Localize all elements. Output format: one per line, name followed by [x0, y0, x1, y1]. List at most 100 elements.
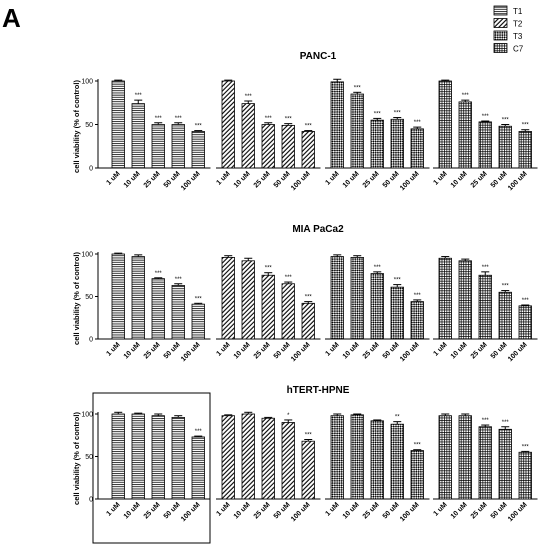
y-tick-label: 50 — [85, 454, 93, 461]
significance-label: *** — [394, 111, 402, 117]
x-tick-label: 100 uM — [507, 501, 529, 523]
significance-label: *** — [175, 116, 183, 122]
significance-label: *** — [305, 433, 313, 439]
x-tick-label: 50 uM — [163, 501, 182, 520]
bar-t1-4 — [191, 131, 205, 169]
significance-label: *** — [305, 295, 313, 301]
bar-c7-3 — [498, 428, 512, 500]
x-tick-label: 25 uM — [253, 341, 272, 360]
chart-panels: PANC-1 cell viability (% of control) 0 50 10… — [72, 51, 538, 523]
bar-c7-1 — [458, 260, 472, 340]
bar-t1-3 — [171, 285, 185, 340]
x-tick-label: 100 uM — [290, 170, 312, 192]
x-tick-label: 1 uM — [105, 341, 121, 357]
x-tick-label: 50 uM — [490, 170, 509, 189]
x-tick-label: 10 uM — [123, 501, 142, 520]
significance-label: *** — [265, 116, 273, 122]
x-tick-label: 25 uM — [362, 501, 381, 520]
x-tick-label: 10 uM — [342, 170, 361, 189]
x-tick-label: 50 uM — [163, 170, 182, 189]
bar-t1-3 — [171, 124, 185, 169]
legend-label-t1: T1 — [513, 7, 523, 16]
bar-t1-2 — [151, 124, 165, 169]
bar-t2-1 — [241, 413, 255, 500]
bar-t3-4 — [410, 301, 424, 340]
bar-t1-4 — [191, 303, 205, 340]
significance-label: *** — [394, 278, 402, 284]
x-tick-label: 50 uM — [273, 501, 292, 520]
chart-panel-htert-hpne: hTERT-HPNE cell viability (% of control) 0… — [72, 385, 538, 523]
x-tick-label: 25 uM — [470, 501, 489, 520]
x-tick-label: 50 uM — [382, 501, 401, 520]
x-tick-label: 100 uM — [180, 341, 202, 363]
bar-t3-3 — [390, 118, 404, 169]
bar-t3-4 — [410, 128, 424, 169]
legend-label-c7: C7 — [513, 45, 524, 54]
x-tick-label: 10 uM — [450, 170, 469, 189]
y-tick-label: 0 — [89, 166, 93, 173]
chart-title: hTERT-HPNE — [287, 385, 350, 396]
x-tick-label: 100 uM — [290, 341, 312, 363]
significance-label: *** — [285, 275, 293, 281]
bar-t1-3 — [171, 416, 185, 500]
bar-t2-4 — [301, 302, 315, 340]
x-tick-label: 1 uM — [324, 501, 340, 517]
significance-label: *** — [522, 444, 530, 450]
bar-t2-1 — [241, 260, 255, 340]
legend-swatch-c7 — [493, 43, 508, 53]
x-tick-label: 10 uM — [123, 341, 142, 360]
bar-c7-3 — [498, 291, 512, 340]
x-tick-label: 25 uM — [143, 341, 162, 360]
significance-label: *** — [175, 277, 183, 283]
bar-c7-1 — [458, 415, 472, 500]
x-tick-label: 25 uM — [143, 170, 162, 189]
bar-t1-1 — [131, 413, 145, 500]
bar-t1-1 — [131, 103, 145, 169]
bar-t1-2 — [151, 278, 165, 340]
significance-label: * — [287, 413, 290, 419]
y-tick-label: 100 — [81, 79, 93, 86]
x-tick-label: 1 uM — [432, 341, 448, 357]
bar-t3-4 — [410, 450, 424, 500]
legend-label-t3: T3 — [513, 32, 523, 41]
x-tick-label: 10 uM — [233, 501, 252, 520]
y-axis-label: cell viability (% of control) — [72, 80, 81, 173]
bar-t2-0 — [221, 256, 235, 340]
bar-t3-2 — [370, 119, 384, 169]
bar-t2-4 — [301, 131, 315, 169]
bar-c7-4 — [518, 451, 532, 500]
x-tick-label: 10 uM — [450, 341, 469, 360]
legend-swatch-t1 — [493, 5, 508, 16]
x-tick-label: 1 uM — [432, 170, 448, 186]
x-tick-label: 100 uM — [507, 341, 529, 363]
legend-swatch-t3 — [493, 30, 508, 41]
bar-t1-2 — [151, 415, 165, 500]
bar-t3-2 — [370, 420, 384, 500]
bar-c7-4 — [518, 131, 532, 169]
bar-t3-2 — [370, 273, 384, 340]
x-tick-label: 10 uM — [233, 341, 252, 360]
significance-label: *** — [305, 124, 313, 130]
x-tick-label: 100 uM — [180, 170, 202, 192]
significance-label: *** — [155, 271, 163, 277]
chart-title: PANC-1 — [300, 51, 337, 62]
panel-letter: A — [2, 3, 21, 33]
legend-label-t2: T2 — [513, 20, 523, 29]
bar-c7-3 — [498, 125, 512, 169]
significance-label: *** — [155, 116, 163, 122]
y-tick-label: 0 — [89, 337, 93, 344]
bar-t2-3 — [281, 124, 295, 169]
bar-t3-0 — [330, 256, 344, 340]
significance-label: *** — [482, 265, 490, 271]
bar-c7-2 — [478, 426, 492, 500]
bar-c7-4 — [518, 305, 532, 340]
significance-label: *** — [502, 118, 510, 124]
bar-t2-2 — [261, 417, 275, 500]
bar-t3-1 — [350, 256, 364, 340]
x-tick-label: 10 uM — [342, 501, 361, 520]
x-tick-label: 1 uM — [105, 501, 121, 517]
chart-title: MIA PaCa2 — [292, 224, 344, 235]
y-tick-label: 100 — [81, 252, 93, 259]
significance-label: *** — [522, 298, 530, 304]
bar-t2-0 — [221, 415, 235, 500]
